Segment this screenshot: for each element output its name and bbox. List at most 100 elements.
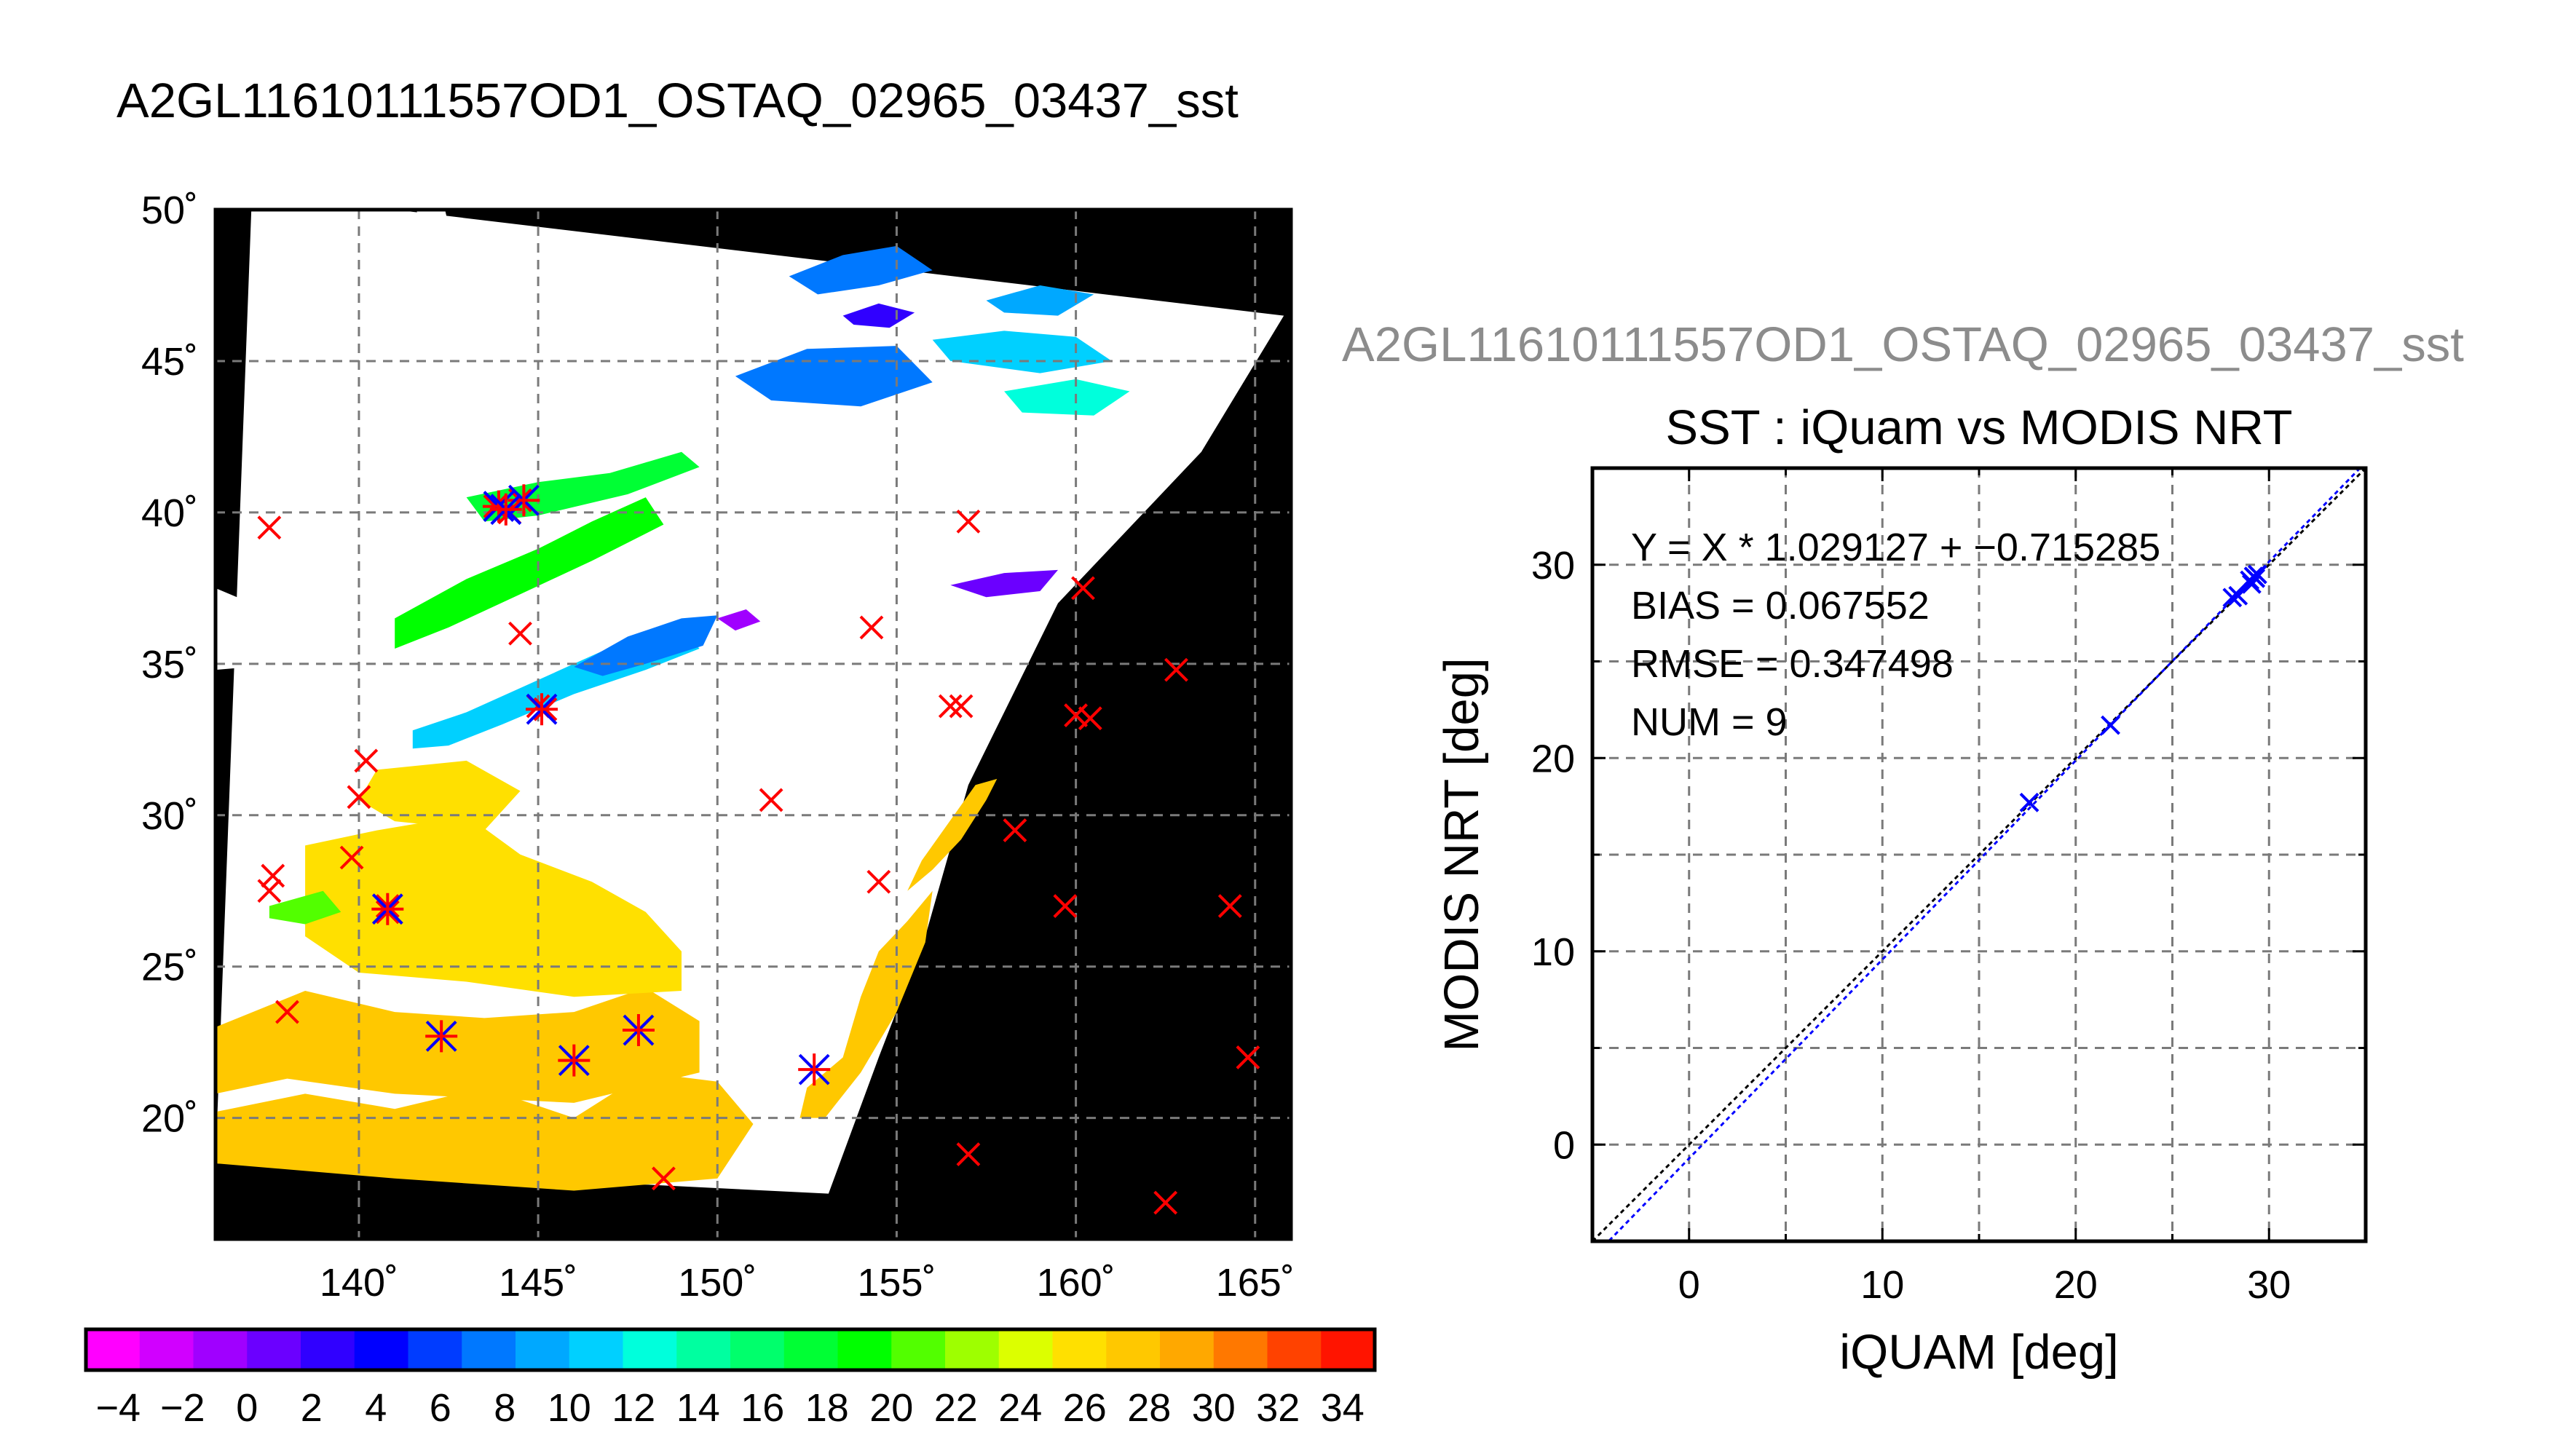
land-2 — [416, 210, 467, 334]
sst-field-14 — [789, 245, 933, 295]
iquam-marker — [956, 509, 981, 534]
scatter-point — [2019, 792, 2039, 812]
colorbar-label: 18 — [805, 1386, 849, 1430]
matched-marker — [526, 693, 558, 726]
matched-marker — [558, 1044, 591, 1077]
matched-marker — [371, 893, 404, 925]
map-x-tick-label: 145˚ — [499, 1261, 577, 1305]
iquam-marker — [652, 1166, 676, 1191]
iquam-marker — [508, 621, 532, 646]
iquam-marker — [866, 869, 891, 894]
colorbar-cell — [139, 1329, 194, 1370]
colorbar-label: 10 — [548, 1386, 591, 1430]
colorbar-cell — [247, 1329, 301, 1370]
iquam-marker — [1078, 706, 1102, 731]
iquam-marker — [1153, 1190, 1178, 1215]
colorbar-cell — [516, 1329, 570, 1370]
colorbar-cell — [1321, 1329, 1375, 1370]
colorbar-cell — [569, 1329, 623, 1370]
iquam-marker — [1217, 894, 1242, 918]
scatter-x-tick-label: 10 — [1860, 1263, 1904, 1307]
colorbar-label: −2 — [160, 1386, 205, 1430]
matched-marker — [425, 1020, 458, 1053]
colorbar-cell — [676, 1329, 731, 1370]
sst-field-5 — [907, 778, 998, 891]
scatter-point — [2101, 715, 2120, 735]
colorbar-label: 0 — [236, 1386, 258, 1430]
colorbar-cells — [86, 1329, 1375, 1370]
colorbar-frame — [84, 1327, 1377, 1372]
colorbar-cell — [783, 1329, 838, 1370]
scatter-y-axis-label: MODIS NRT [deg] — [1434, 657, 1489, 1051]
colorbar-label: 4 — [365, 1386, 387, 1430]
iquam-marker — [1003, 818, 1027, 842]
colorbar-cell — [1267, 1329, 1322, 1370]
sst-field-12 — [932, 331, 1112, 373]
scatter-x-tick-label: 20 — [2054, 1263, 2098, 1307]
iquam-marker — [1071, 576, 1095, 601]
colorbar-label: 28 — [1127, 1386, 1171, 1430]
sst-field-3 — [358, 760, 521, 831]
land-masses — [216, 210, 664, 670]
colorbar-label: 22 — [934, 1386, 978, 1430]
colorbar-label: 14 — [676, 1386, 720, 1430]
iquam-marker — [347, 785, 371, 810]
scatter-y-tick-labels: 0 10 20 30 — [1531, 544, 1575, 1168]
scatter-y-tick-label: 20 — [1531, 737, 1575, 780]
sst-field-10 — [574, 615, 718, 676]
sst-field-18 — [717, 609, 761, 631]
regression-stat-line: RMSE = 0.347498 — [1631, 642, 1954, 686]
iquam-marker — [275, 1000, 299, 1024]
colorbar-label: −4 — [95, 1386, 141, 1430]
colorbar-cell — [1052, 1329, 1107, 1370]
matched-marker — [489, 493, 522, 526]
sst-field-6 — [269, 890, 341, 925]
colorbar-label: 8 — [494, 1386, 516, 1430]
colorbar-labels: −4 −2 0 2 4 6 8 10 12 14 16 18 20 22 24 26 28 30 32 34 — [95, 1386, 1364, 1430]
map-frame — [213, 207, 1293, 1241]
scatter-plot: 0 10 20 30 0 10 20 30 Y = X * 1.029127 + −0.71… — [1434, 466, 2368, 1380]
sst-field-7 — [395, 497, 664, 649]
map-x-tick-label: 165˚ — [1216, 1261, 1295, 1305]
scatter-point — [2241, 574, 2262, 594]
sst-field-16 — [842, 303, 915, 328]
iquam-marker — [759, 788, 783, 812]
colorbar-label: 12 — [612, 1386, 655, 1430]
iquam-marker — [354, 748, 379, 773]
colorbar-cell — [301, 1329, 355, 1370]
colorbar-label: 30 — [1192, 1386, 1236, 1430]
map-y-tick-label: 40˚ — [141, 491, 198, 535]
colorbar-label: 2 — [301, 1386, 323, 1430]
matched-marker — [798, 1053, 831, 1086]
colorbar-cell — [86, 1329, 141, 1370]
scatter-points — [2019, 564, 2267, 812]
regression-stats: Y = X * 1.029127 + −0.715285 BIAS = 0.067… — [1631, 526, 2160, 744]
sst-field-1 — [216, 987, 700, 1103]
colorbar-cell — [891, 1329, 946, 1370]
sst-field-15 — [986, 285, 1094, 316]
iquam-marker — [339, 845, 364, 870]
map-x-tick-label: 150˚ — [678, 1261, 757, 1305]
map-x-tick-label: 155˚ — [857, 1261, 936, 1305]
regression-stat-line: NUM = 9 — [1631, 700, 1788, 744]
land-0 — [216, 467, 431, 670]
colorbar-cell — [408, 1329, 462, 1370]
scatter-x-axis-label: iQUAM [deg] — [1839, 1325, 2119, 1380]
iquam-marker — [257, 879, 282, 903]
iquam-marker — [938, 694, 963, 719]
iquam-marker — [261, 863, 285, 888]
sst-field-11 — [735, 346, 933, 407]
map-y-tick-labels: 20˚ 25˚ 30˚ 35˚ 40˚ 45˚ 50˚ — [141, 189, 198, 1141]
colorbar-label: 26 — [1063, 1386, 1107, 1430]
scatter-y-tick-label: 0 — [1553, 1123, 1575, 1167]
map-gridlines — [216, 210, 1291, 1239]
scatter-y-tick-label: 30 — [1531, 544, 1575, 587]
scatter-x-tick-labels: 0 10 20 30 — [1678, 1263, 2291, 1307]
map-y-tick-label: 20˚ — [141, 1097, 198, 1141]
sst-field-17 — [950, 569, 1058, 598]
matched-marker — [508, 484, 540, 517]
map-x-tick-label: 160˚ — [1037, 1261, 1115, 1305]
map-title: A2GL11610111557OD1_OSTAQ_02965_03437_sst — [117, 74, 1239, 128]
map-y-tick-label: 25˚ — [141, 946, 198, 989]
